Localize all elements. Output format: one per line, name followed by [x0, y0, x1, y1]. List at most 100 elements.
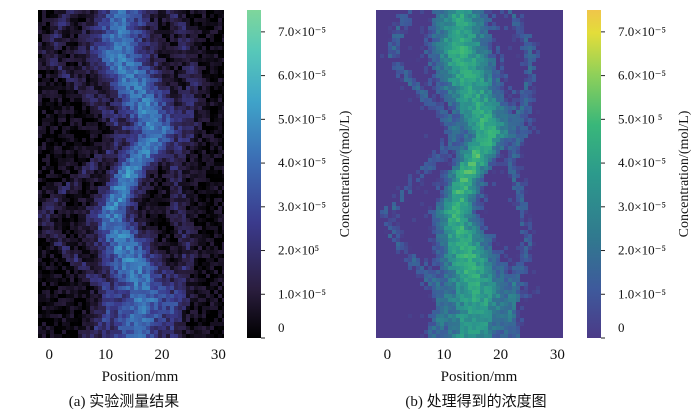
heatmap-cell — [54, 114, 58, 118]
heatmap-cell — [126, 306, 130, 310]
heatmap-cell — [126, 230, 130, 234]
heatmap-cell — [218, 102, 222, 106]
heatmap-cell — [62, 318, 66, 322]
heatmap-cell — [202, 18, 206, 22]
heatmap-cell — [130, 326, 134, 330]
heatmap-cell — [90, 58, 94, 62]
heatmap-cell — [532, 66, 536, 70]
heatmap-cell — [186, 194, 190, 198]
heatmap-cell — [146, 14, 150, 18]
heatmap-cell — [524, 54, 528, 58]
heatmap-cell — [174, 90, 178, 94]
heatmap-cell — [222, 286, 224, 290]
heatmap-cell — [178, 198, 182, 202]
heatmap-cell — [150, 66, 154, 70]
heatmap-cell — [138, 102, 142, 106]
heatmap-cell — [154, 166, 158, 170]
heatmap-cell — [94, 146, 98, 150]
heatmap-cell — [166, 38, 170, 42]
heatmap-cell — [424, 102, 428, 106]
heatmap-cell — [500, 86, 504, 90]
heatmap-cell — [214, 54, 218, 58]
heatmap-cell — [134, 302, 138, 306]
heatmap-cell — [202, 142, 206, 146]
heatmap-cell — [162, 318, 166, 322]
heatmap-cell — [206, 54, 210, 58]
heatmap-cell — [476, 98, 480, 102]
heatmap-cell — [182, 134, 186, 138]
heatmap-cell — [114, 242, 118, 246]
heatmap-cell — [94, 142, 98, 146]
heatmap-cell — [182, 42, 186, 46]
heatmap-cell — [142, 314, 146, 318]
heatmap-cell — [74, 38, 78, 42]
heatmap-cell — [94, 230, 98, 234]
heatmap-cell — [214, 250, 218, 254]
heatmap-cell — [210, 294, 214, 298]
heatmap-cell — [218, 82, 222, 86]
heatmap-cell — [78, 230, 82, 234]
heatmap-cell — [102, 194, 106, 198]
heatmap-cell — [182, 226, 186, 230]
heatmap-cell — [476, 198, 480, 202]
heatmap-cell — [46, 86, 50, 90]
heatmap-cell — [86, 314, 90, 318]
heatmap-cell — [182, 246, 186, 250]
heatmap-cell — [476, 182, 480, 186]
heatmap-cell — [468, 18, 472, 22]
heatmap-cell — [94, 262, 98, 266]
heatmap-cell — [440, 190, 444, 194]
heatmap-cell — [90, 162, 94, 166]
heatmap-cell — [186, 318, 190, 322]
heatmap-cell — [206, 210, 210, 214]
heatmap-cell — [436, 106, 440, 110]
heatmap-cell — [154, 106, 158, 110]
heatmap-cell — [472, 78, 476, 82]
heatmap-cell — [214, 286, 218, 290]
heatmap-cell — [78, 190, 82, 194]
heatmap-cell — [476, 138, 480, 142]
heatmap-cell — [504, 134, 508, 138]
heatmap-cell — [110, 98, 114, 102]
heatmap-cell — [70, 274, 74, 278]
heatmap-cell — [166, 218, 170, 222]
heatmap-cell — [50, 258, 54, 262]
heatmap-cell — [190, 306, 194, 310]
heatmap-cell — [138, 14, 142, 18]
heatmap-cell — [150, 54, 154, 58]
heatmap-cell — [66, 146, 70, 150]
heatmap-cell — [162, 146, 166, 150]
heatmap-cell — [114, 226, 118, 230]
heatmap-cell — [58, 286, 62, 290]
heatmap-cell — [154, 66, 158, 70]
heatmap-cell — [166, 226, 170, 230]
heatmap-cell — [440, 110, 444, 114]
heatmap-cell — [508, 114, 512, 118]
heatmap-cell — [492, 150, 496, 154]
heatmap-cell — [202, 138, 206, 142]
heatmap-cell — [42, 146, 46, 150]
heatmap-cell — [42, 306, 46, 310]
heatmap-cell — [114, 94, 118, 98]
heatmap-cell — [162, 202, 166, 206]
heatmap-cell — [158, 214, 162, 218]
heatmap-cell — [42, 178, 46, 182]
heatmap-cell — [134, 234, 138, 238]
heatmap-cell — [178, 142, 182, 146]
heatmap-cell — [138, 170, 142, 174]
heatmap-cell — [484, 90, 488, 94]
heatmap-cell — [150, 250, 154, 254]
heatmap-cell — [396, 70, 400, 74]
heatmap-cell — [202, 262, 206, 266]
heatmap-cell — [166, 142, 170, 146]
heatmap-cell — [62, 38, 66, 42]
heatmap-cell — [126, 190, 130, 194]
heatmap-cell — [488, 74, 492, 78]
heatmap-cell — [58, 250, 62, 254]
heatmap-cell — [86, 82, 90, 86]
heatmap-cell — [130, 50, 134, 54]
heatmap-cell — [206, 110, 210, 114]
heatmap-cell — [98, 106, 102, 110]
heatmap-cell — [170, 134, 174, 138]
heatmap-cell — [174, 226, 178, 230]
